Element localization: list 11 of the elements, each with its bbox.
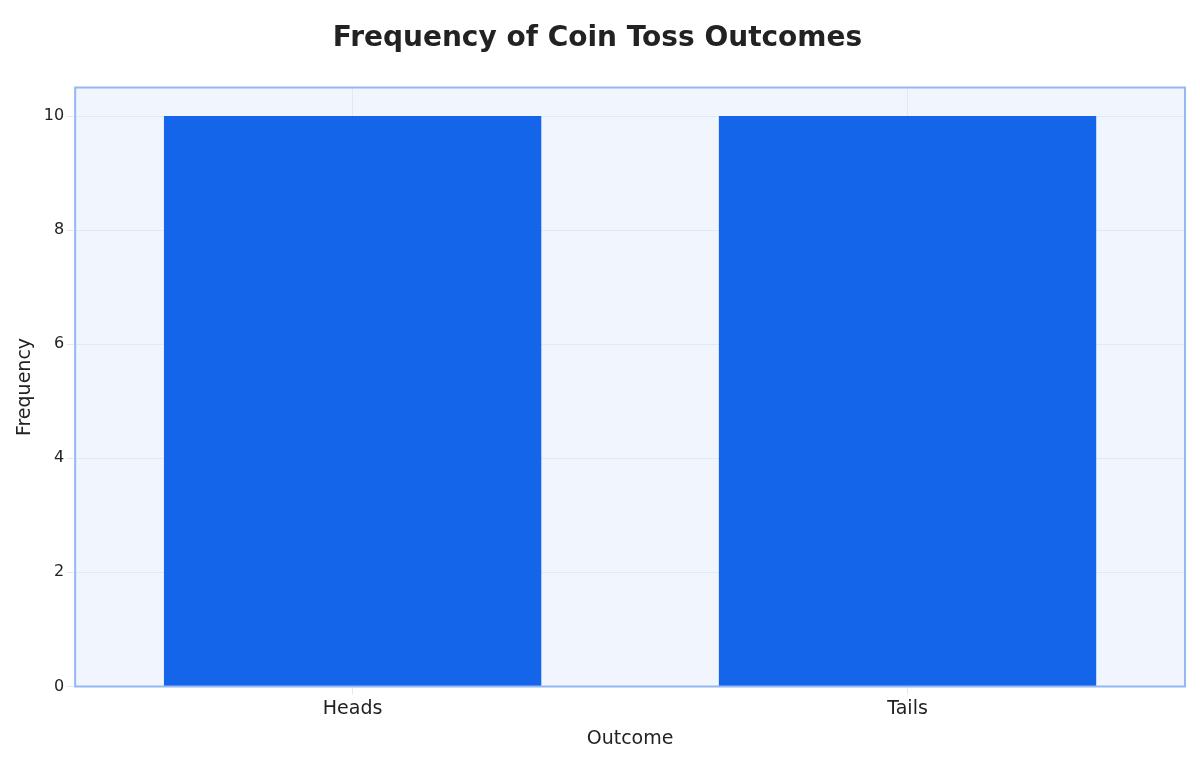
y-tick-label: 6 <box>53 333 65 353</box>
y-tick-label: 0 <box>53 675 65 695</box>
y-axis-title: Frequency <box>12 337 35 437</box>
y-tick-label: 8 <box>53 219 65 239</box>
x-tick-label: Tails <box>886 695 928 718</box>
x-tick-label: Heads <box>322 695 383 718</box>
y-tick-label: 4 <box>53 447 65 467</box>
x-axis-title: Outcome <box>586 725 674 748</box>
y-tick-label: 10 <box>43 105 65 125</box>
y-tick-label: 2 <box>53 561 65 581</box>
chart-title: Frequency of Coin Toss Outcomes <box>332 20 863 54</box>
